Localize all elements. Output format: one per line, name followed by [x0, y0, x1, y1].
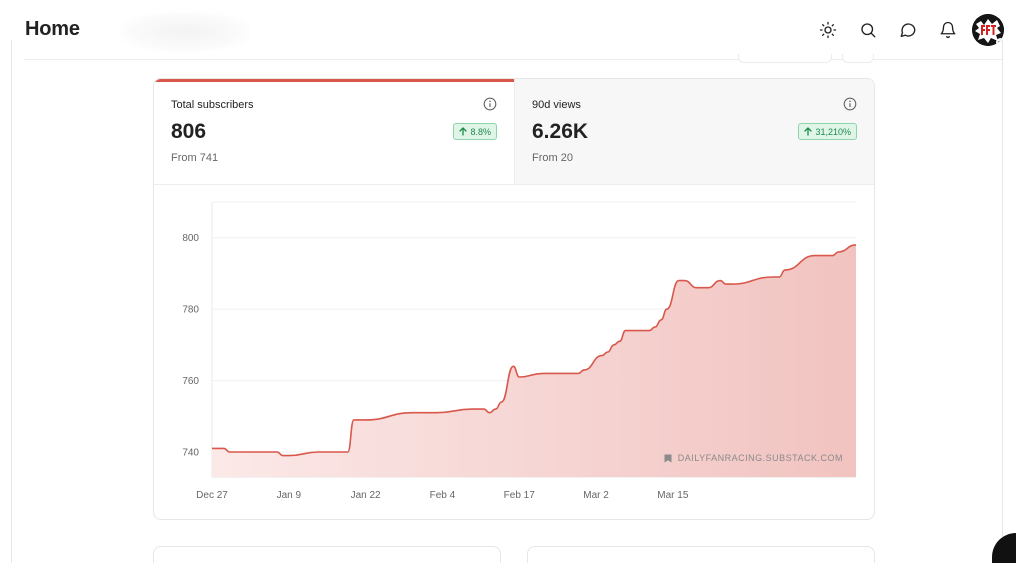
subscribers-chart: 740 760 780 800 Dec 27 Jan 9 Jan 22 Feb 4 Feb 17…	[154, 185, 874, 519]
x-tick-label: Jan 9	[277, 490, 302, 501]
blurred-region	[120, 12, 250, 52]
hidden-control-edge	[842, 54, 874, 63]
chart-svg: 740 760 780 800 Dec 27 Jan 9 Jan 22 Feb 4 Feb 17…	[182, 201, 857, 501]
subscribers-card: Total subscribers 806 From 741 8.8% 90d …	[153, 78, 875, 520]
theme-toggle-button[interactable]	[808, 14, 848, 46]
watermark-text: DAILYFANRACING.SUBSTACK.COM	[677, 453, 843, 463]
bookmark-icon	[664, 454, 672, 462]
change-badge: 31,210%	[798, 123, 857, 140]
tab-total-subscribers[interactable]: Total subscribers 806 From 741 8.8%	[154, 79, 514, 184]
y-tick-label: 780	[182, 305, 199, 316]
stat-from: From 741	[171, 152, 219, 164]
content-left-border	[11, 40, 12, 563]
stat-from: From 20	[532, 152, 573, 164]
watermark: DAILYFANRACING.SUBSTACK.COM	[664, 453, 843, 463]
avatar-logo-icon	[972, 14, 1004, 46]
page-title: Home	[25, 18, 80, 40]
y-tick-label: 800	[182, 233, 199, 244]
x-tick-label: Mar 15	[657, 490, 689, 501]
hidden-control-edge	[738, 54, 832, 63]
x-tick-label: Dec 27	[196, 490, 228, 501]
header-divider	[24, 59, 1002, 60]
bottom-card-right	[527, 546, 875, 563]
x-tick-label: Feb 4	[430, 490, 456, 501]
stat-label: Total subscribers	[171, 99, 254, 111]
y-tick-label: 760	[182, 376, 199, 387]
top-header: Home	[0, 0, 1016, 60]
stat-tabs: Total subscribers 806 From 741 8.8% 90d …	[154, 79, 874, 185]
stat-value: 6.26K	[532, 120, 589, 143]
x-tick-label: Jan 22	[351, 490, 381, 501]
change-value: 8.8%	[470, 126, 491, 137]
content-right-border	[1002, 40, 1003, 540]
search-button[interactable]	[848, 14, 888, 46]
bottom-card-left	[153, 546, 501, 563]
change-badge: 8.8%	[453, 123, 497, 140]
messages-button[interactable]	[888, 14, 928, 46]
stat-value: 806	[171, 120, 207, 143]
x-tick-label: Mar 2	[583, 490, 609, 501]
area-fill	[212, 244, 856, 477]
sun-icon	[819, 21, 837, 39]
change-value: 31,210%	[815, 126, 851, 137]
stat-label: 90d views	[532, 99, 581, 111]
avatar-caret-icon	[996, 38, 1004, 46]
info-icon[interactable]	[843, 97, 857, 111]
arrow-up-icon	[459, 127, 468, 136]
series-line	[212, 244, 857, 457]
header-actions	[808, 14, 1004, 46]
avatar[interactable]	[972, 14, 1004, 46]
bell-icon	[940, 21, 956, 39]
y-tick-label: 740	[182, 448, 199, 459]
chat-bubble-icon	[900, 23, 916, 38]
notifications-button[interactable]	[928, 14, 968, 46]
arrow-up-icon	[804, 127, 813, 136]
window-corner	[992, 533, 1016, 563]
tab-90d-views[interactable]: 90d views 6.26K From 20 31,210%	[514, 79, 874, 184]
info-icon[interactable]	[483, 97, 497, 111]
x-tick-label: Feb 17	[504, 490, 536, 501]
search-icon	[861, 23, 876, 38]
